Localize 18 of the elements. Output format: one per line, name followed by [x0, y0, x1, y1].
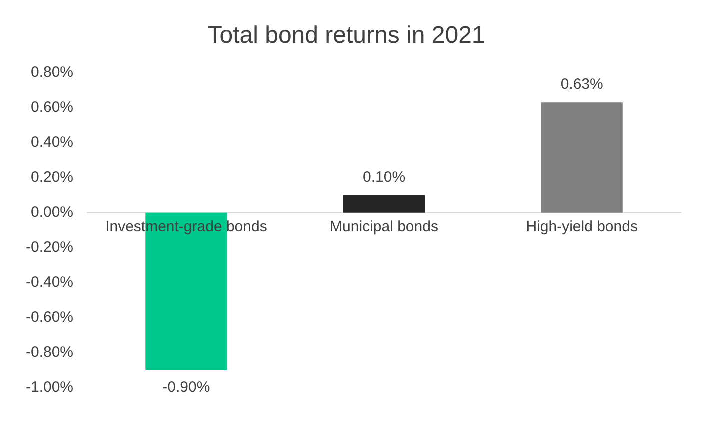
y-tick-label: -0.20%	[26, 239, 74, 256]
y-tick-label: 0.40%	[30, 134, 74, 151]
y-tick-label: -0.80%	[26, 344, 74, 362]
bar	[343, 195, 426, 213]
x-tick-label: Municipal bonds	[330, 218, 438, 236]
y-tick-label: -0.60%	[26, 309, 74, 326]
y-tick-label: -1.00%	[26, 379, 74, 396]
y-tick-label: 0.00%	[30, 204, 74, 222]
data-label: 0.63%	[560, 76, 604, 94]
y-tick-label: 0.80%	[30, 64, 74, 81]
data-label: 0.10%	[362, 169, 406, 186]
x-tick-label: High-yield bonds	[526, 218, 638, 236]
y-tick-label: 0.60%	[30, 98, 74, 116]
bar	[541, 102, 623, 213]
y-tick-label: 0.20%	[30, 169, 74, 186]
data-label: -0.90%	[162, 379, 210, 396]
chart-title: Total bond returns in 2021	[208, 22, 486, 50]
y-tick-label: -0.40%	[26, 274, 74, 292]
